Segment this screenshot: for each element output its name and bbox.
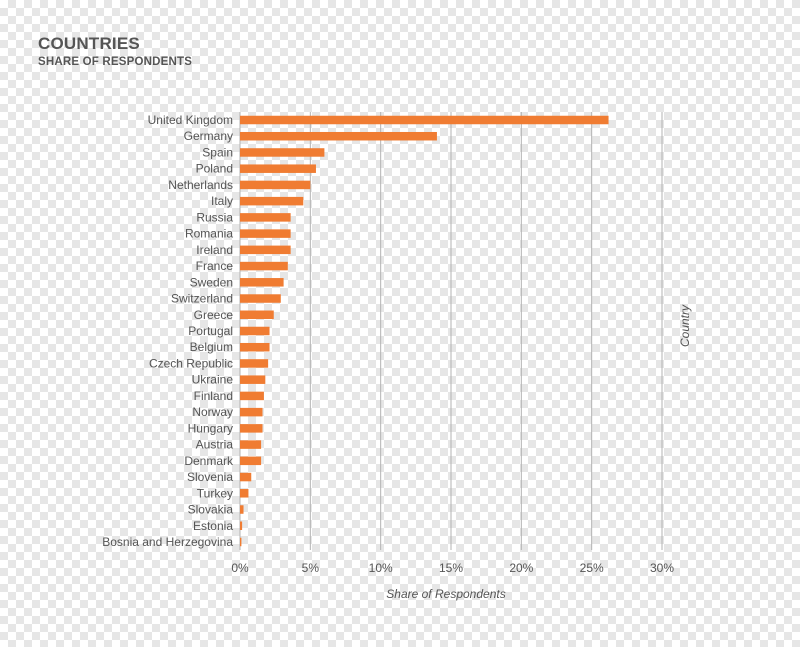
bar	[240, 537, 242, 547]
category-label: Spain	[202, 145, 233, 159]
category-label: Hungary	[188, 421, 233, 435]
category-label: Switzerland	[171, 292, 233, 306]
bar	[240, 342, 270, 352]
x-tick-labels: 0% 5% 10% 15% 20% 25% 30%	[231, 561, 674, 575]
category-label: Poland	[196, 162, 233, 176]
chart-title: COUNTRIES	[38, 34, 140, 53]
x-tick-label: 10%	[369, 561, 393, 575]
bar	[240, 180, 311, 190]
bar	[240, 424, 263, 433]
category-label: Slovenia	[187, 470, 233, 484]
category-label: Ukraine	[192, 373, 234, 387]
bar	[240, 213, 291, 222]
y-axis-title: Country	[678, 304, 692, 347]
bar	[240, 407, 263, 417]
bar	[240, 505, 244, 514]
bar	[240, 229, 291, 238]
category-label: Netherlands	[168, 178, 233, 192]
bar	[240, 521, 243, 530]
bar	[240, 310, 274, 320]
category-label: France	[196, 259, 234, 273]
bar	[240, 278, 284, 287]
x-tick-label: 30%	[650, 561, 674, 575]
category-label: Sweden	[190, 275, 233, 289]
bar	[240, 148, 325, 157]
x-axis-title: Share of Respondents	[386, 587, 505, 601]
bar	[240, 326, 270, 336]
category-label: Belgium	[190, 340, 233, 354]
bar	[240, 359, 269, 368]
bar	[240, 440, 262, 449]
category-label: Ireland	[196, 243, 233, 257]
bars	[240, 115, 609, 547]
bar	[240, 245, 291, 255]
category-label: Italy	[211, 194, 233, 208]
bar	[240, 261, 288, 271]
bar	[240, 196, 304, 206]
x-tick-label: 0%	[231, 561, 249, 575]
category-label: Finland	[194, 389, 233, 403]
bar	[240, 294, 281, 303]
category-label: Norway	[192, 405, 233, 419]
bar	[240, 456, 262, 466]
category-label: Slovakia	[188, 503, 234, 517]
x-tick-label: 25%	[580, 561, 604, 575]
bar	[240, 115, 609, 125]
x-tick-label: 20%	[509, 561, 533, 575]
bar	[240, 489, 249, 498]
bar	[240, 375, 266, 384]
category-label: Portugal	[188, 324, 233, 338]
category-label: Denmark	[184, 454, 234, 468]
category-label: Greece	[194, 308, 234, 322]
bar	[240, 131, 437, 141]
bar	[240, 472, 252, 482]
x-tick-label: 5%	[302, 561, 320, 575]
category-label: Turkey	[197, 486, 233, 500]
category-label: Estonia	[193, 519, 233, 533]
bar	[240, 391, 264, 401]
chart-subtitle: SHARE OF RESPONDENTS	[38, 56, 193, 68]
x-tick-label: 15%	[439, 561, 463, 575]
bar	[240, 164, 316, 173]
category-label: United Kingdom	[148, 113, 233, 127]
category-label: Czech Republic	[149, 356, 233, 370]
category-labels: United Kingdom Germany Spain Poland Netherla…	[102, 113, 234, 549]
category-label: Austria	[196, 438, 234, 452]
category-label: Russia	[196, 210, 233, 224]
category-label: Romania	[185, 227, 233, 241]
category-label: Germany	[184, 129, 233, 143]
category-label: Bosnia and Herzegovina	[102, 535, 233, 549]
gridlines	[239, 112, 663, 550]
